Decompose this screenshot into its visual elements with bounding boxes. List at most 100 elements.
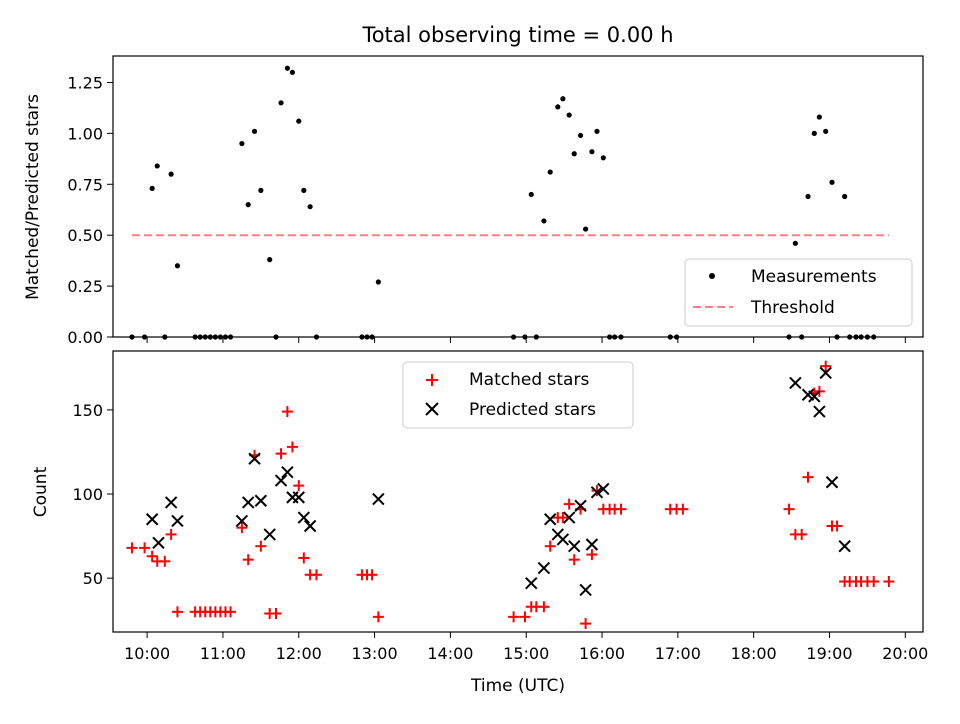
measurement-point: [816, 114, 822, 120]
bottom-y-tick-label: 100: [72, 485, 103, 504]
matched-stars-point: [139, 542, 151, 554]
legend-matched-marker: [426, 374, 438, 386]
bottom-legend-box: [402, 361, 634, 429]
legend-measurements-label: Measurements: [751, 267, 877, 287]
measurement-point: [566, 112, 572, 118]
bottom-x-tick-label: 13:00: [352, 644, 398, 663]
bottom-x-tick-label: 14:00: [427, 644, 473, 663]
predicted-stars-point: [838, 539, 851, 553]
predicted-stars-point: [281, 465, 294, 479]
predicted-stars-point: [825, 476, 839, 489]
measurement-point: [267, 257, 273, 263]
measurement-point: [528, 191, 534, 198]
matched-stars-point: [286, 441, 298, 453]
matched-stars-point: [126, 542, 138, 554]
measurement-point: [594, 128, 600, 134]
top-y-tick-label: 0.75: [67, 175, 103, 194]
measurement-point: [555, 104, 561, 110]
matched-stars-point: [310, 569, 322, 581]
matched-stars-point: [275, 448, 287, 460]
predicted-stars-point: [152, 536, 165, 550]
measurement-point: [842, 193, 848, 200]
predicted-stars-point: [235, 514, 249, 528]
measurement-point: [149, 185, 155, 191]
predicted-stars-point: [597, 482, 610, 496]
predicted-stars-point: [372, 492, 385, 506]
predicted-stars-point: [808, 390, 821, 403]
measurement-point: [154, 163, 160, 169]
matched-stars-point: [563, 498, 575, 510]
matched-stars-point: [568, 554, 580, 566]
bottom-x-tick-label: 10:00: [124, 644, 170, 663]
predicted-stars-point: [556, 533, 570, 546]
predicted-stars-point: [297, 511, 311, 524]
matched-stars-point: [883, 576, 895, 588]
matched-stars-point: [519, 611, 531, 623]
matched-stars-point: [677, 503, 689, 515]
matched-stars-point: [225, 606, 237, 618]
bottom-y-tick-label: 50: [83, 569, 103, 588]
predicted-stars-point: [164, 496, 178, 509]
predicted-stars-point: [145, 513, 159, 526]
chart-title: Total observing time = 0.00 h: [361, 23, 673, 47]
measurement-point: [307, 204, 313, 210]
measurement-point: [258, 187, 264, 193]
predicted-stars-point: [813, 405, 826, 418]
measurement-point: [289, 69, 296, 75]
matched-stars-point: [544, 540, 556, 552]
measurement-point: [278, 100, 284, 106]
matched-stars-point: [538, 601, 550, 613]
matched-stars-point: [802, 471, 814, 483]
measurement-point: [560, 96, 566, 102]
predicted-stars-point: [544, 513, 557, 526]
measurement-point: [792, 240, 798, 246]
measurement-point: [571, 151, 577, 157]
x-axis-label: Time (UTC): [470, 676, 565, 696]
matched-stars-point: [372, 611, 384, 623]
measurement-point: [547, 169, 553, 175]
bottom-x-tick-label: 19:00: [806, 644, 852, 663]
matched-stars-point: [293, 480, 305, 492]
predicted-stars-point: [171, 514, 184, 528]
predicted-stars-point: [590, 486, 604, 499]
bottom-x-tick-label: 20:00: [882, 644, 928, 663]
bottom-x-tick-label: 16:00: [579, 644, 625, 663]
matched-stars-point: [270, 607, 282, 619]
predicted-stars-point: [292, 491, 305, 504]
top-axes: 0.00 0.25 0.50 0.75 1.00 1.25: [67, 55, 924, 347]
matched-stars-point: [165, 528, 177, 540]
predicted-stars-point: [574, 499, 587, 513]
predicted-stars-point: [579, 583, 592, 597]
bottom-x-tick-label: 15:00: [503, 644, 549, 663]
measurement-point: [301, 187, 307, 193]
bottom-x-tick-label: 12:00: [276, 644, 322, 663]
matched-stars-point: [868, 576, 880, 588]
matched-stars-point: [171, 606, 183, 618]
legend-predicted-label: Predicted stars: [469, 400, 596, 420]
bottom-y-axis-label: Count: [31, 466, 51, 517]
matched-stars-point: [820, 360, 832, 372]
predicted-stars-point: [274, 474, 288, 487]
matched-stars-point: [236, 522, 248, 534]
matched-stars-point: [831, 520, 843, 532]
matched-stars-point: [586, 549, 598, 561]
measurement-point: [541, 218, 547, 224]
measurement-point: [823, 128, 829, 134]
legend-predicted-marker: [425, 402, 439, 416]
measurement-point: [600, 155, 606, 161]
predicted-stars-point: [568, 539, 581, 553]
matched-stars-point: [146, 550, 158, 562]
matched-stars-point: [615, 503, 627, 515]
legend-measurements-marker: [709, 273, 715, 279]
measurement-point: [168, 171, 174, 177]
measurement-point: [375, 279, 381, 285]
measurement-point: [589, 149, 595, 155]
top-legend: Measurements Threshold: [684, 258, 913, 327]
top-y-tick-label: 1.25: [67, 73, 103, 92]
matched-stars-point: [508, 611, 520, 623]
top-y-tick-label: 0.50: [67, 226, 103, 245]
top-legend-box: [684, 258, 913, 327]
predicted-stars-point: [789, 376, 802, 390]
bottom-plot-frame: [112, 350, 924, 633]
